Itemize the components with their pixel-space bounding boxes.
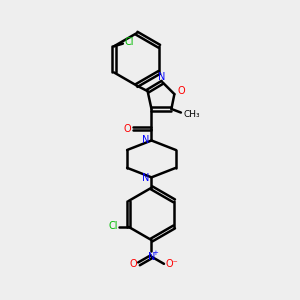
Text: N: N (148, 252, 155, 262)
Text: O: O (129, 259, 137, 269)
Text: Cl: Cl (124, 37, 134, 46)
Text: O⁻: O⁻ (166, 259, 179, 269)
Text: Cl: Cl (109, 221, 118, 231)
Text: +: + (153, 250, 159, 256)
Text: N: N (142, 173, 149, 183)
Text: CH₃: CH₃ (184, 110, 200, 118)
Text: N: N (142, 135, 149, 145)
Text: O: O (123, 124, 130, 134)
Text: N: N (158, 72, 166, 82)
Text: O: O (177, 85, 185, 96)
